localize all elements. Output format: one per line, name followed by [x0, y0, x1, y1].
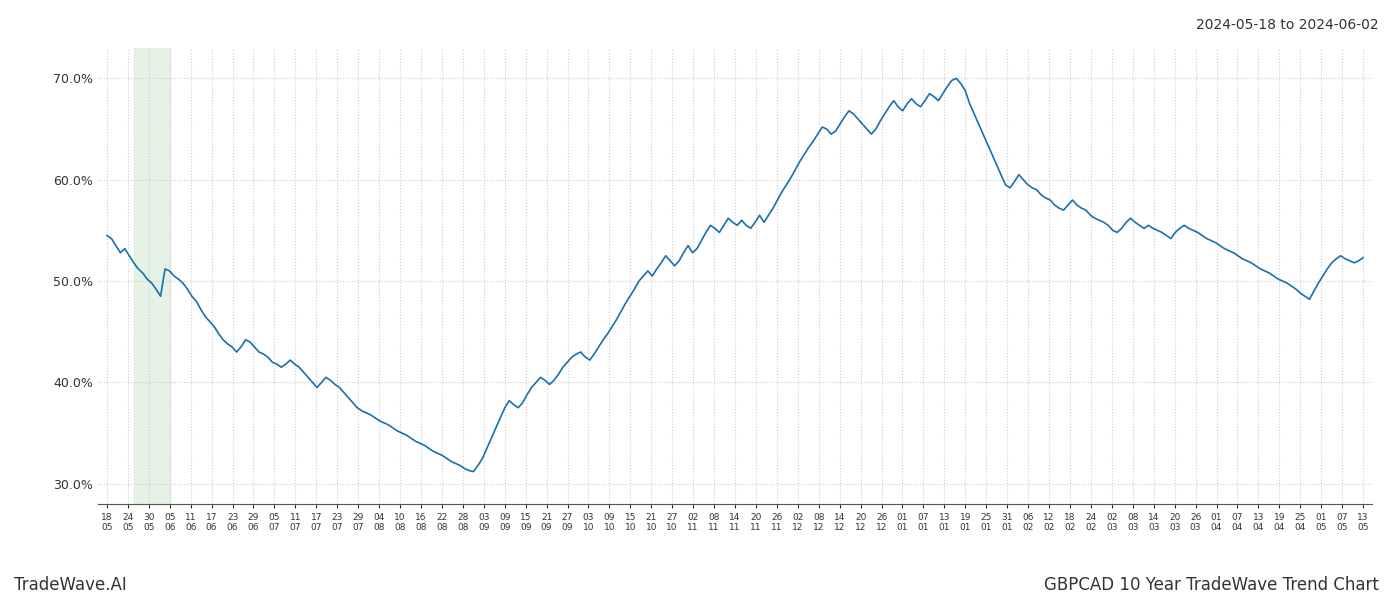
- Text: 2024-05-18 to 2024-06-02: 2024-05-18 to 2024-06-02: [1197, 18, 1379, 32]
- Text: GBPCAD 10 Year TradeWave Trend Chart: GBPCAD 10 Year TradeWave Trend Chart: [1044, 576, 1379, 594]
- Text: TradeWave.AI: TradeWave.AI: [14, 576, 127, 594]
- Bar: [134, 48, 169, 504]
